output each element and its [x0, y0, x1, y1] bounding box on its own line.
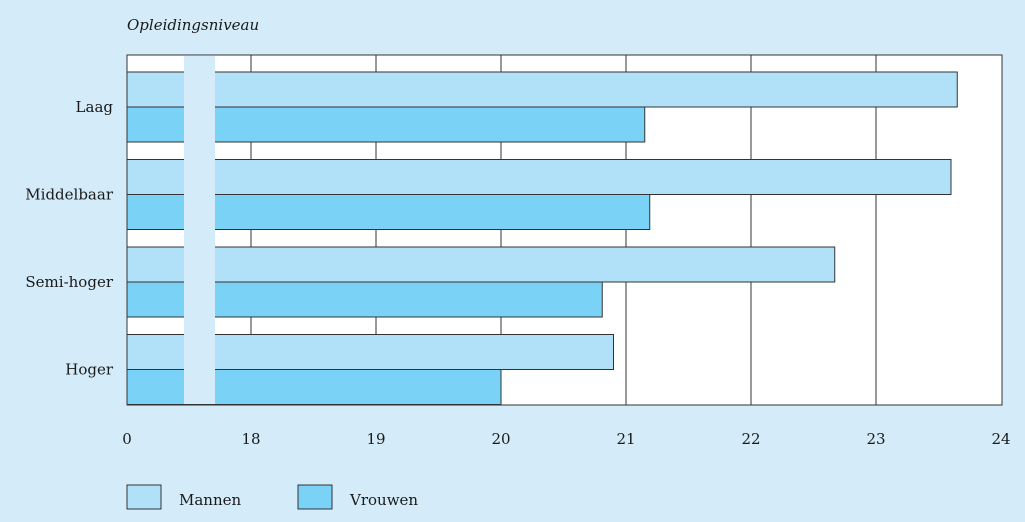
x-tick-label: 23 — [866, 430, 885, 448]
legend: Mannen Vrouwen — [126, 484, 418, 510]
legend-label-mannen: Mannen — [179, 491, 242, 509]
x-tick-labels: 0 18 19 20 21 22 23 24 — [122, 430, 1010, 448]
x-tick-label: 19 — [366, 430, 385, 448]
x-tick-label: 22 — [741, 430, 760, 448]
legend-swatch-vrouwen — [297, 484, 333, 510]
bars — [126, 71, 958, 405]
x-tick-label: 24 — [991, 430, 1010, 448]
category-label: Semi-hoger — [25, 273, 113, 291]
bar-mannen-laag — [126, 71, 958, 108]
axis-break — [184, 56, 215, 404]
bar-vrouwen-hoger — [126, 369, 502, 405]
x-tick-label: 21 — [616, 430, 635, 448]
chart-title: Opleidingsniveau — [127, 16, 259, 34]
x-tick-label: 18 — [241, 430, 260, 448]
category-label: Hoger — [65, 361, 114, 379]
bar-mannen-middelbaar — [126, 159, 952, 195]
legend-label-vrouwen: Vrouwen — [349, 491, 418, 509]
category-label: Middelbaar — [25, 186, 114, 204]
bar-mannen-semi-hoger — [126, 246, 836, 283]
category-labels: Laag Middelbaar Semi-hoger Hoger — [25, 98, 114, 379]
x-tick-label: 0 — [122, 430, 132, 448]
x-tick-label: 20 — [491, 430, 510, 448]
category-label: Laag — [76, 98, 114, 116]
legend-swatch-mannen — [126, 484, 162, 510]
